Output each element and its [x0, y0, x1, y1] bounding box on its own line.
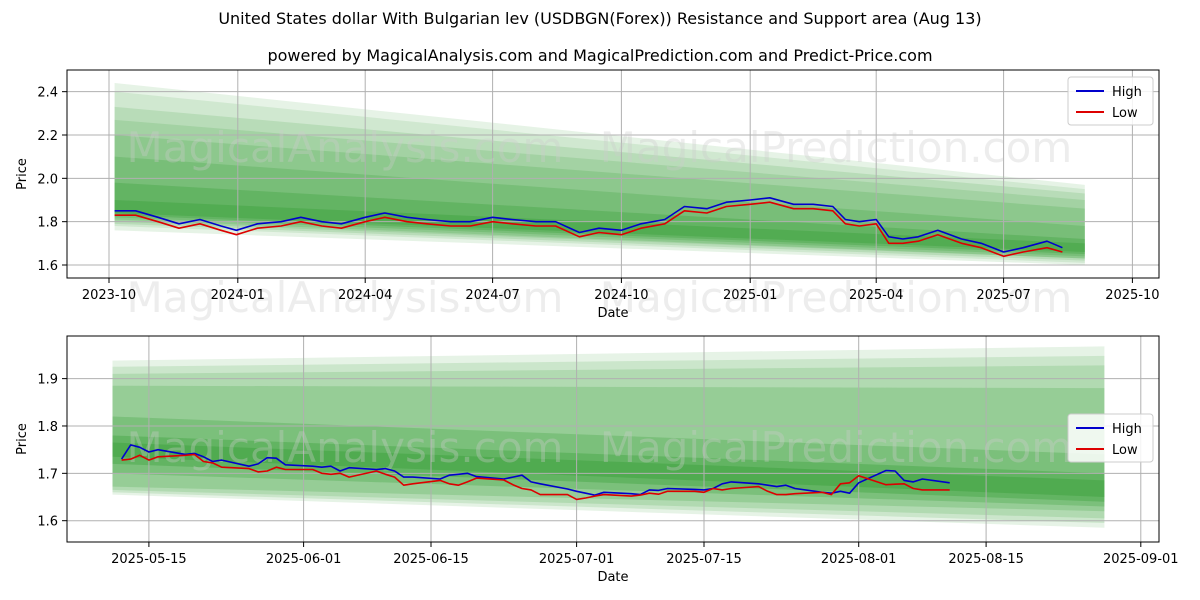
watermark: MagicalPrediction.com [600, 273, 1073, 322]
band-7 [112, 442, 1105, 498]
band-5 [114, 135, 1085, 259]
x-tick-label: 2025-08-15 [948, 552, 1024, 567]
band-7 [114, 182, 1085, 255]
band-group [112, 346, 1105, 528]
band-6 [114, 156, 1085, 257]
chart-panel-1: MagicalAnalysis.com MagicalPrediction.com… [15, 69, 1160, 322]
x-tick-label: 2025-06-15 [393, 552, 469, 567]
band-3 [114, 106, 1085, 261]
axes-frame [66, 69, 1160, 279]
band-3 [112, 365, 1105, 519]
y-axis-label: Price [15, 423, 30, 455]
band-5 [112, 416, 1105, 507]
x-tick-label: 2024-04 [338, 288, 392, 303]
band-group [114, 83, 1085, 265]
legend-label-low: Low [1112, 443, 1138, 458]
y-tick-label: 1.6 [37, 515, 58, 530]
x-tick-label: 2025-10 [1105, 288, 1159, 303]
legend-label-high: High [1112, 422, 1142, 437]
chart-title: United States dollar With Bulgarian lev … [218, 9, 982, 28]
x-tick-label: 2024-01 [211, 288, 265, 303]
y-tick-label: 1.8 [37, 420, 58, 435]
band-4 [112, 385, 1105, 512]
watermark: MagicalPrediction.com [600, 423, 1073, 472]
x-tick-label: 2025-07-01 [539, 552, 615, 567]
grid [67, 70, 1159, 278]
legend: High Low [1067, 76, 1154, 126]
x-tick-label: 2023-10 [82, 288, 136, 303]
x-tick-label: 2025-04 [849, 288, 903, 303]
legend-label-low: Low [1112, 106, 1138, 121]
y-tick-label: 1.7 [37, 467, 58, 482]
series-line-low [121, 453, 950, 501]
legend: High Low [1067, 413, 1154, 463]
x-tick-label: 2024-10 [594, 288, 648, 303]
x-tick-label: 2025-06-01 [266, 552, 342, 567]
chart-panel-2: MagicalAnalysis.com MagicalPrediction.com… [15, 335, 1179, 585]
x-tick-label: 2025-01 [723, 288, 777, 303]
x-tick-label: 2025-08-01 [821, 552, 897, 567]
band-1 [112, 346, 1105, 528]
chart-subtitle: powered by MagicalAnalysis.com and Magic… [267, 46, 933, 65]
watermark: MagicalPrediction.com [600, 123, 1073, 172]
series-line-high [114, 197, 1063, 253]
x-axis-label: Date [597, 306, 628, 321]
x-tick-label: 2024-07 [465, 288, 519, 303]
y-tick-label: 1.6 [37, 259, 58, 274]
y-tick-label: 2.0 [37, 172, 58, 187]
y-tick-label: 1.8 [37, 216, 58, 231]
legend-label-high: High [1112, 85, 1142, 100]
y-tick-label: 1.9 [37, 373, 58, 388]
y-tick-label: 2.4 [37, 86, 58, 101]
series-line-high [120, 444, 950, 496]
watermark: MagicalAnalysis.com [127, 423, 564, 472]
x-tick-label: 2025-05-15 [111, 552, 187, 567]
watermark: MagicalAnalysis.com [127, 273, 564, 322]
series-line-low [114, 201, 1063, 258]
x-axis-label: Date [597, 570, 628, 585]
band-8 [114, 200, 1085, 252]
band-2 [112, 355, 1105, 524]
series-group [114, 197, 1063, 258]
y-axis-label: Price [15, 158, 30, 190]
series-group [120, 444, 950, 501]
axes-frame [66, 335, 1160, 543]
x-tick-label: 2025-07 [976, 288, 1030, 303]
x-tick-label: 2025-09-01 [1103, 552, 1179, 567]
x-tick-label: 2025-07-15 [666, 552, 742, 567]
watermark: MagicalAnalysis.com [127, 123, 564, 172]
y-tick-label: 2.2 [37, 129, 58, 144]
